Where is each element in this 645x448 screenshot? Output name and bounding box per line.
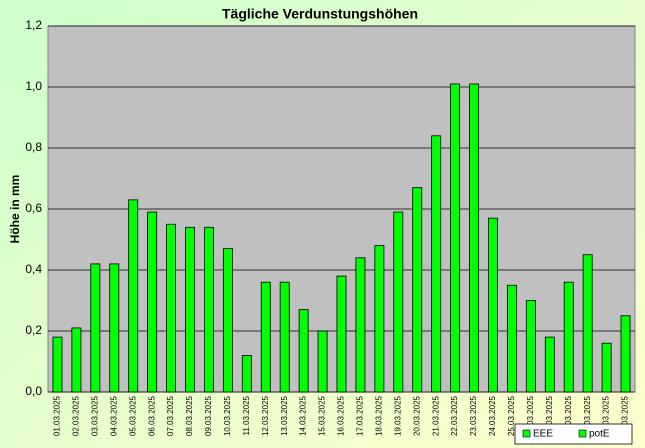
bar [620,315,631,393]
x-tick-label: 07.03.2025 [166,395,175,436]
x-tick-label: 20.03.2025 [412,395,421,436]
x-tick-label: 18.03.2025 [374,395,383,436]
x-tick-label: 26.03.2025 [526,395,535,436]
x-tick-label: 27.03.2025 [545,395,554,436]
x-tick-label: 19.03.2025 [393,395,402,436]
bar [241,354,252,393]
bar [374,245,385,393]
x-tick-label: 11.03.2025 [242,395,251,435]
x-tick-label: 10.03.2025 [223,395,232,436]
y-tick-label: 0,8 [25,140,42,154]
y-tick-label: 0,4 [25,262,42,276]
bar [71,327,82,393]
x-tick-label: 13.03.2025 [280,395,289,436]
bar [431,135,442,393]
x-tick-label: 05.03.2025 [128,395,137,436]
bar [525,300,536,393]
bar [601,342,612,393]
x-tick-label: 02.03.2025 [72,395,81,436]
legend-swatch [578,429,587,438]
x-tick-label: 04.03.2025 [109,395,118,436]
x-tick-label: 31.03.2025 [621,395,630,436]
x-tick-label: 01.03.2025 [53,395,62,436]
x-tick-label: 03.03.2025 [90,395,99,436]
y-tick-label: 0,0 [25,384,42,398]
x-tick-label: 08.03.2025 [185,395,194,436]
y-tick-label: 1,0 [25,79,42,93]
bar [90,263,101,393]
x-tick-label: 14.03.2025 [299,395,308,436]
bar [147,211,158,393]
bar [412,187,423,393]
x-tick-label: 06.03.2025 [147,395,156,436]
bar [204,226,214,393]
bar [582,254,593,393]
bar [166,223,177,393]
bar [317,330,328,393]
legend-label: potE [589,429,610,440]
legend-label: EEE [533,429,553,440]
bar [506,284,517,393]
bar [393,211,404,393]
y-tick-label: 0,6 [25,201,42,215]
bar [279,281,290,393]
bar [469,83,479,393]
legend-swatch [522,429,531,438]
bar [298,309,309,393]
x-tick-label: 23.03.2025 [469,395,478,436]
x-tick-label: 25.03.2025 [507,395,516,436]
legend-box [514,423,633,445]
x-tick-label: 09.03.2025 [204,395,213,436]
x-tick-label: 29.03.2025 [583,395,592,436]
bar [488,217,498,393]
bar [355,257,366,393]
y-tick-label: 0,2 [25,323,42,337]
y-tick-label: 1,2 [25,18,42,32]
bar [52,336,63,393]
x-tick-label: 30.03.2025 [602,395,611,436]
x-tick-label: 24.03.2025 [488,395,497,436]
bar [185,226,195,393]
x-tick-label: 22.03.2025 [450,395,459,436]
x-tick-label: 15.03.2025 [318,395,327,436]
x-tick-label: 21.03.2025 [431,395,440,436]
bar [260,281,271,393]
bar [128,199,139,393]
bar [336,275,347,393]
x-tick-label: 28.03.2025 [564,395,573,436]
bar [222,248,233,393]
bar [109,263,120,393]
chart-title: Tägliche Verdunstungshöhen [222,6,418,22]
x-tick-label: 12.03.2025 [261,395,270,436]
y-axis-label: Höhe in mm [8,175,22,244]
bar [544,336,555,393]
x-tick-label: 16.03.2025 [337,395,346,436]
bar [450,83,461,393]
x-tick-label: 17.03.2025 [356,395,365,436]
bar [563,281,574,393]
